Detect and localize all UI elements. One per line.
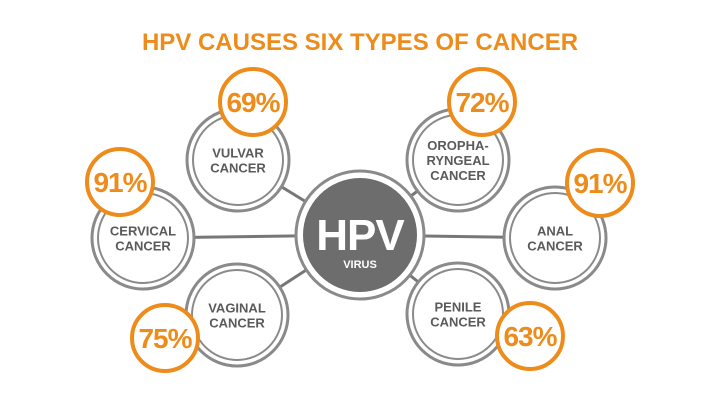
node-label-line: CANCER [430,315,486,330]
node-inner-ring [191,269,283,361]
percent-badge-ring [565,148,635,218]
node-label-line: VAGINAL [208,301,266,316]
node-label-line: PENILE [435,300,482,315]
cancer-nodes: VULVARCANCER69%OROPHA-RYNGEALCANCER72%CE… [85,67,635,373]
percent-value: 91% [93,167,147,198]
percent-badge-oropharyngeal: 72% [447,67,517,137]
node-label-line: CANCER [210,161,266,176]
percent-value: 69% [226,87,280,118]
node-label-line: CANCER [527,239,583,254]
node-label-line: CANCER [209,316,265,331]
percent-badge-vaginal: 75% [130,303,200,373]
percent-badge-cervical: 91% [85,147,155,217]
percent-badge-anal: 91% [565,148,635,218]
node-label-line: RYNGEAL [426,153,489,168]
percent-badge-ring [85,147,155,217]
node-label-line: CANCER [115,239,171,254]
node-label-line: CERVICAL [110,224,176,239]
percent-badge-ring [447,67,517,137]
percent-badge-ring [130,303,200,373]
percent-badge-ring [218,67,288,137]
percent-value: 63% [503,321,557,352]
hub-title: HPV [316,211,405,260]
hub-subtitle: VIRUS [343,259,377,271]
percent-badge-ring [495,301,565,371]
percent-value: 72% [455,87,509,118]
node-label-line: ANAL [537,224,573,239]
node-label-line: CANCER [430,168,486,183]
diagram-title: HPV CAUSES SIX TYPES OF CANCER [142,29,578,56]
percent-badge-penile: 63% [495,301,565,371]
percent-value: 75% [138,323,192,354]
node-label-line: OROPHA- [427,138,488,153]
node-inner-ring [509,192,601,284]
percent-value: 91% [573,168,627,199]
hpv-hub: HPV VIRUS [294,169,426,301]
percent-badge-vulvar: 69% [218,67,288,137]
node-label-line: VULVAR [212,146,264,161]
